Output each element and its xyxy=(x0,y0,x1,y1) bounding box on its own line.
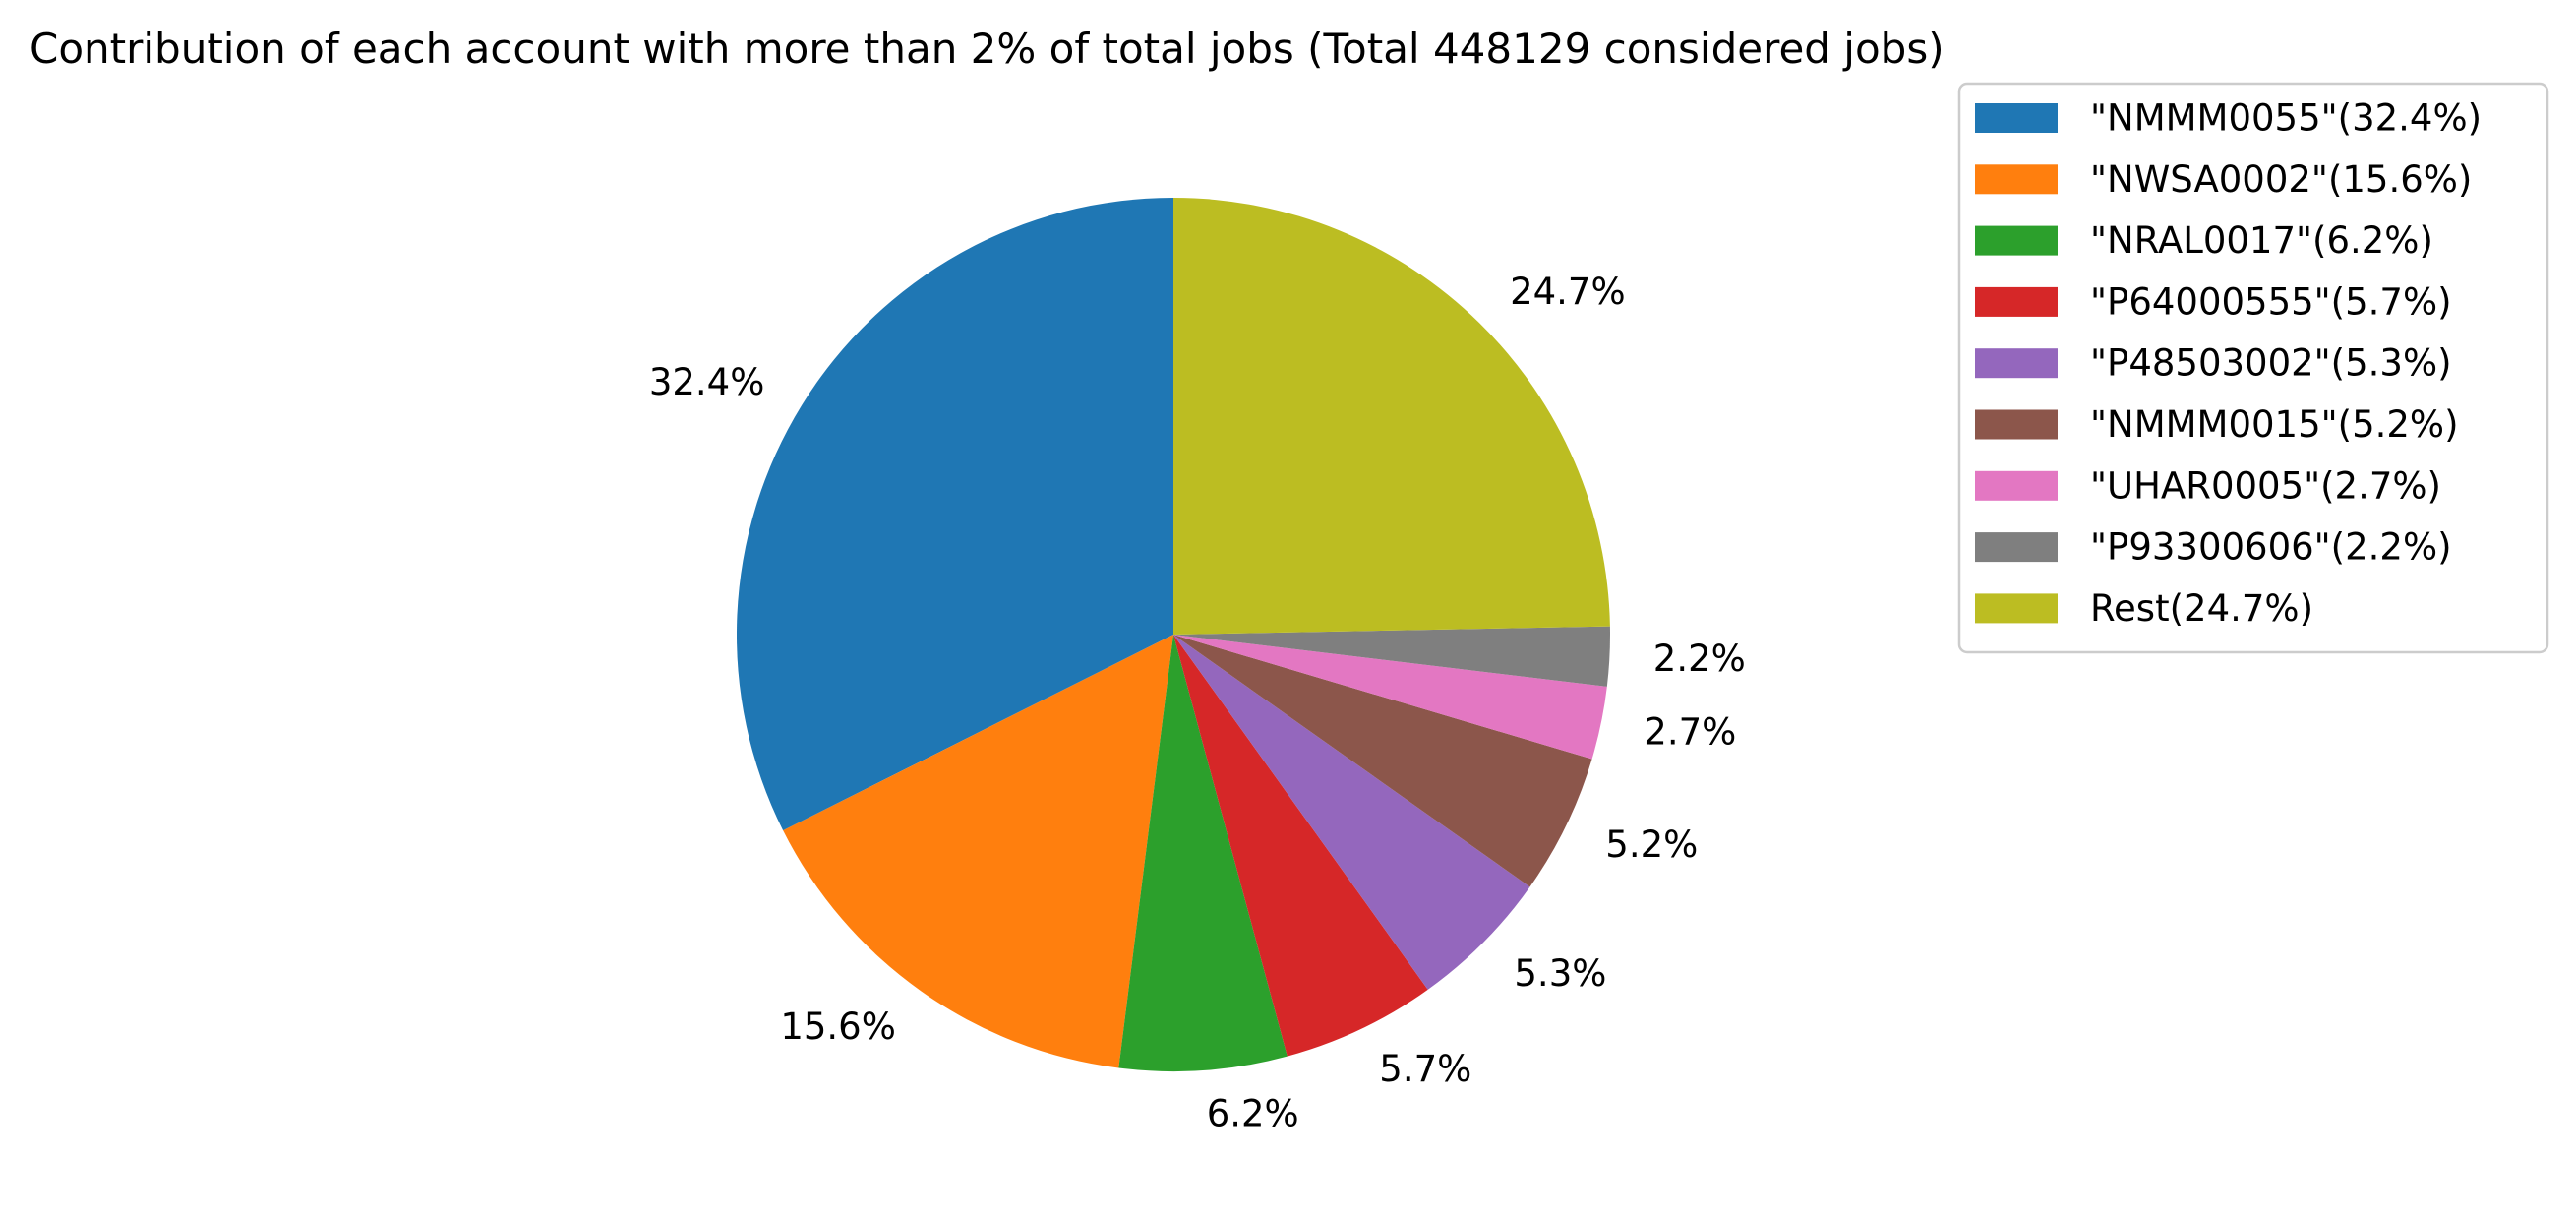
legend-label-p93300606-2-2: "P93300606"(2.2%) xyxy=(2090,526,2452,569)
pie-pct-label-p64000555-5-7: 5.7% xyxy=(1379,1048,1471,1090)
pie-pct-label-uhar0005-2-7: 2.7% xyxy=(1644,711,1736,754)
legend-label-nwsa0002-15-6: "NWSA0002"(15.6%) xyxy=(2090,158,2472,201)
legend-swatch-nmmm0055-32-4 xyxy=(1975,103,2058,133)
legend-label-p64000555-5-7: "P64000555"(5.7%) xyxy=(2090,280,2452,323)
pie-pct-label-nwsa0002-15-6: 15.6% xyxy=(780,1005,896,1048)
pie-labels: 32.4% 15.6% 6.2% 5.7% 5.3% 5.2% 2.7% 2.2% 24.7% xyxy=(649,271,1746,1135)
legend-swatch-nwsa0002-15-6 xyxy=(1975,164,2058,195)
pie-pct-label-nmmm0055-32-4: 32.4% xyxy=(649,361,765,403)
legend-swatch-nmmm0015-5-2 xyxy=(1975,409,2058,440)
legend-swatch-uhar0005-2-7 xyxy=(1975,470,2058,501)
legend-label-nmmm0015-5-2: "NMMM0015"(5.2%) xyxy=(2090,403,2459,446)
chart-title: Contribution of each account with more t… xyxy=(30,25,1945,73)
legend-label-p48503002-5-3: "P48503002"(5.3%) xyxy=(2090,342,2452,385)
legend-swatch-p48503002-5-3 xyxy=(1975,348,2058,379)
legend-label-nral0017-6-2: "NRAL0017"(6.2%) xyxy=(2090,219,2433,262)
legend-frame xyxy=(1957,82,2549,654)
pie-slice-nmmm0015-5-2 xyxy=(1173,635,1592,887)
legend-label-uhar0005-2-7: "UHAR0005"(2.7%) xyxy=(2090,464,2441,507)
pie-pct-label-p93300606-2-2: 2.2% xyxy=(1653,638,1746,680)
pie-pct-label-p48503002-5-3: 5.3% xyxy=(1514,952,1606,995)
legend: "NMMM0055"(32.4%) "NWSA0002"(15.6%) "NRAL0… xyxy=(1957,82,2549,654)
pie-slice-nral0017-6-2 xyxy=(1118,635,1288,1072)
pie-slice-rest-24-7 xyxy=(1173,198,1610,635)
legend-swatch-p64000555-5-7 xyxy=(1975,286,2058,317)
pie-pct-label-nmmm0015-5-2: 5.2% xyxy=(1605,823,1698,866)
pie-slice-uhar0005-2-7 xyxy=(1173,635,1607,760)
pie-pct-label-rest-24-7: 24.7% xyxy=(1510,271,1626,313)
legend-label-rest-24-7: Rest(24.7%) xyxy=(2090,587,2313,630)
legend-label-nmmm0055-32-4: "NMMM0055"(32.4%) xyxy=(2090,97,2482,140)
pie-slice-p93300606-2-2 xyxy=(1173,626,1610,687)
pie-slice-nmmm0055-32-4 xyxy=(736,198,1173,831)
pie-pct-label-nral0017-6-2: 6.2% xyxy=(1207,1093,1299,1135)
pie-slice-p48503002-5-3 xyxy=(1173,635,1530,990)
pie-slice-nwsa0002-15-6 xyxy=(783,635,1173,1068)
legend-swatch-p93300606-2-2 xyxy=(1975,532,2058,563)
pie xyxy=(736,198,1610,1072)
pie-slice-p64000555-5-7 xyxy=(1173,635,1428,1057)
legend-swatch-rest-24-7 xyxy=(1975,593,2058,624)
legend-swatch-nral0017-6-2 xyxy=(1975,225,2058,256)
